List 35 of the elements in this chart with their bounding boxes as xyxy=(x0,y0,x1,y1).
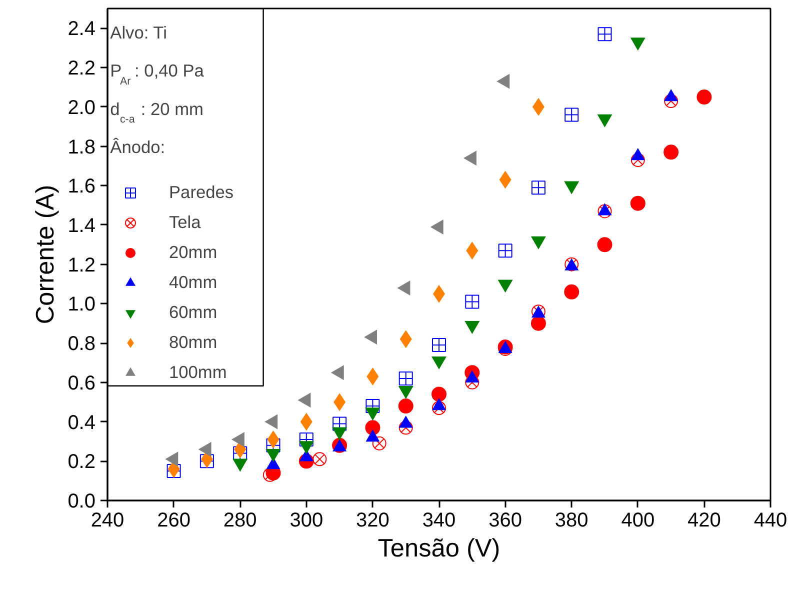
x-tick-label: 440 xyxy=(754,510,788,532)
y-tick-label: 1.6 xyxy=(68,176,96,198)
legend-label: 60mm xyxy=(169,302,218,323)
y-tick-label: 0.0 xyxy=(68,490,96,512)
y-tick-label: 1.0 xyxy=(68,294,96,316)
x-tick-label: 260 xyxy=(157,510,190,532)
y-tick-label: 2.4 xyxy=(68,18,96,40)
annotation: Ânodo: xyxy=(110,137,166,157)
legend-label: 40mm xyxy=(169,272,218,293)
annotation: Alvo: Ti xyxy=(110,22,167,43)
y-tick-label: 2.2 xyxy=(68,58,96,80)
x-tick-label: 420 xyxy=(688,510,721,532)
y-tick-label: 0.8 xyxy=(68,333,96,356)
x-tick-label: 400 xyxy=(621,510,655,532)
legend-label: Paredes xyxy=(169,182,234,203)
x-tick-label: 340 xyxy=(422,510,456,532)
legend-label: 20mm xyxy=(169,242,218,263)
y-tick-label: 0.4 xyxy=(68,412,96,434)
x-axis-title: Tensão (V) xyxy=(378,534,500,562)
x-tick-label: 280 xyxy=(223,510,257,532)
y-tick-label: 0.6 xyxy=(68,372,96,394)
x-tick-label: 300 xyxy=(290,510,324,532)
y-tick-label: 2.0 xyxy=(68,96,96,119)
x-tick-label: 380 xyxy=(554,510,588,532)
y-tick-label: 1.4 xyxy=(68,214,96,237)
y-tick-label: 1.2 xyxy=(68,254,96,276)
x-tick-label: 320 xyxy=(356,510,390,532)
legend-label: 100mm xyxy=(169,362,227,383)
y-tick-label: 0.2 xyxy=(68,451,96,474)
legend-label: Tela xyxy=(169,212,201,233)
x-tick-label: 360 xyxy=(488,510,522,532)
x-tick-label: 240 xyxy=(90,510,124,532)
y-axis-title: Corrente (A) xyxy=(32,184,60,324)
legend-label: 80mm xyxy=(169,332,218,353)
y-tick-label: 1.8 xyxy=(68,136,96,158)
